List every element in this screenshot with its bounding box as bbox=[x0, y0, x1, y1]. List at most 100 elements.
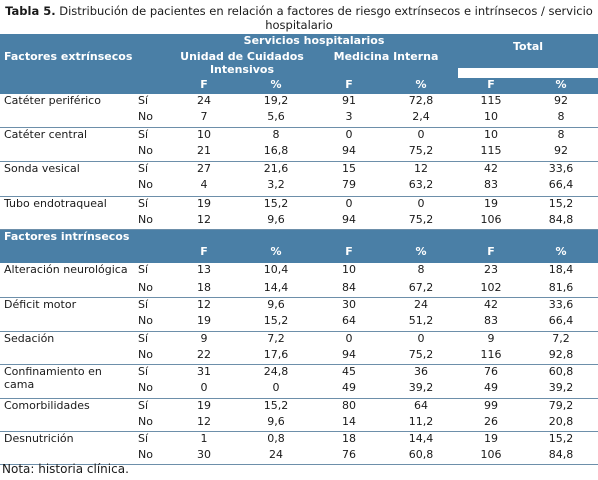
header-mi: Medicina Interna bbox=[314, 50, 459, 78]
table-cell: 12 bbox=[170, 212, 238, 230]
table-cell: 33,6 bbox=[548, 298, 574, 311]
table-cell: 19,2 bbox=[263, 94, 289, 107]
caption-text: Distribución de pacientes en relación a … bbox=[55, 4, 593, 32]
table-row: No 21 16,8 94 75,2 115 92 bbox=[0, 143, 598, 162]
table-cell: 8 bbox=[524, 110, 598, 128]
table-cell: 30 bbox=[342, 298, 356, 311]
table-cell: 26 bbox=[458, 414, 525, 432]
table-cell: 63,2 bbox=[384, 178, 459, 197]
table-cell: 60,8 bbox=[384, 448, 459, 465]
yes-no-label: No bbox=[132, 110, 170, 128]
table-cell: 115 bbox=[458, 143, 525, 162]
table-cell: 49 bbox=[314, 381, 384, 399]
yes-no-label: No bbox=[132, 280, 170, 298]
table-cell: 31 bbox=[197, 365, 211, 378]
yes-no-label: No bbox=[132, 448, 170, 465]
table-cell: 19 bbox=[484, 196, 499, 210]
table-cell: 94 bbox=[314, 212, 384, 230]
table-cell: 106 bbox=[458, 448, 525, 465]
table-cell: 16,8 bbox=[238, 143, 314, 162]
header-f: F bbox=[170, 78, 238, 94]
table-cell: 15,2 bbox=[548, 432, 574, 445]
header-spacer bbox=[0, 78, 170, 94]
table-row: Confinamiento en cama Sí 31 24,8 45 36 76 60,8 bbox=[0, 364, 598, 399]
table-cell: 0 bbox=[417, 127, 425, 141]
table-row: Comorbilidades Sí 19 15,2 80 64 99 79,2 bbox=[0, 398, 598, 432]
table-cell: 42 bbox=[484, 162, 499, 175]
table-cell: 75,2 bbox=[384, 143, 459, 162]
table-cell: 92,8 bbox=[524, 347, 598, 365]
table-cell: 115 bbox=[480, 94, 502, 107]
factor-label: Tubo endotraqueal bbox=[0, 196, 132, 230]
table-cell: 7 bbox=[170, 110, 238, 128]
yes-no-label: Sí bbox=[138, 162, 149, 175]
table-cell: 21 bbox=[170, 143, 238, 162]
table-cell: 19 bbox=[484, 432, 499, 445]
table-cell: 10 bbox=[197, 127, 211, 141]
yes-no-label: No bbox=[132, 178, 170, 197]
table-cell: 0 bbox=[345, 196, 353, 210]
table-cell: 24 bbox=[414, 298, 429, 311]
yes-no-label: No bbox=[132, 314, 170, 332]
table-cell: 10,4 bbox=[263, 262, 289, 276]
header-pct: % bbox=[384, 244, 459, 263]
table-row: No 4 3,2 79 63,2 83 66,4 bbox=[0, 178, 598, 197]
yes-no-label: No bbox=[132, 381, 170, 399]
table-cell: 79 bbox=[314, 178, 384, 197]
table-cell: 67,2 bbox=[384, 280, 459, 298]
table-row: Tubo endotraqueal Sí 19 15,2 0 0 19 15,2 bbox=[0, 196, 598, 230]
table-cell: 8 bbox=[557, 127, 565, 141]
table-cell: 76 bbox=[484, 365, 499, 378]
yes-no-label: No bbox=[132, 347, 170, 365]
table-cell: 30 bbox=[170, 448, 238, 465]
table-note: Nota: historia clínica. bbox=[2, 462, 129, 476]
table-cell: 15,2 bbox=[263, 398, 289, 412]
table-cell: 17,6 bbox=[238, 347, 314, 365]
header-pct: % bbox=[238, 78, 314, 94]
table-cell: 45 bbox=[342, 365, 356, 378]
factor-label: Desnutrición bbox=[0, 431, 132, 465]
table-cell: 0 bbox=[417, 196, 425, 210]
table-cell: 92 bbox=[554, 94, 569, 107]
table-cell: 94 bbox=[314, 143, 384, 162]
header-pct: % bbox=[524, 244, 598, 263]
intrinsic-header-row: Factores intrínsecos bbox=[0, 229, 598, 245]
table-cell: 3 bbox=[314, 110, 384, 128]
table-cell: 0 bbox=[345, 127, 353, 141]
table-cell: 3,2 bbox=[238, 178, 314, 197]
table-row: Sedación Sí 9 7,2 0 0 9 7,2 bbox=[0, 331, 598, 365]
table-cell: 76 bbox=[314, 448, 384, 465]
table-caption: Tabla 5. Distribución de pacientes en re… bbox=[0, 4, 598, 32]
header-uci: Unidad de Cuidados Intensivos bbox=[170, 50, 314, 78]
table-cell: 18,4 bbox=[548, 262, 574, 276]
table-cell: 18 bbox=[170, 280, 238, 298]
table-cell: 7,2 bbox=[552, 331, 570, 345]
table-row: No 18 14,4 84 67,2 102 81,6 bbox=[0, 280, 598, 298]
yes-no-label: Sí bbox=[138, 196, 149, 210]
table-cell: 83 bbox=[458, 314, 525, 332]
factor-label: Sonda vesical bbox=[0, 161, 132, 197]
table-cell: 8 bbox=[417, 262, 425, 276]
table-cell: 60,8 bbox=[548, 365, 574, 378]
table-cell: 20,8 bbox=[524, 414, 598, 432]
table-cell: 64 bbox=[314, 314, 384, 332]
yes-no-label: Sí bbox=[138, 432, 149, 445]
table-row: Catéter periférico Sí 24 19,2 91 72,8 115 92 bbox=[0, 94, 598, 128]
yes-no-label: No bbox=[132, 143, 170, 162]
table-cell: 10 bbox=[458, 110, 525, 128]
table-cell: 11,2 bbox=[384, 414, 459, 432]
table-cell: 23 bbox=[484, 262, 499, 276]
header-group: Servicios hospitalarios bbox=[170, 34, 459, 50]
intrinsic-subheader-row: F% F% F% bbox=[0, 244, 598, 263]
table-cell: 15 bbox=[342, 162, 356, 175]
table-row: Alteración neurológica Sí 13 10,4 10 8 23 18,4 bbox=[0, 262, 598, 298]
header-intrinsic: Factores intrínsecos bbox=[0, 229, 598, 245]
table-row: Sonda vesical Sí 27 21,6 15 12 42 33,6 bbox=[0, 161, 598, 197]
table-cell: 19 bbox=[197, 398, 211, 412]
header-f: F bbox=[314, 244, 384, 263]
table-cell: 39,2 bbox=[524, 381, 598, 399]
table-cell: 9,6 bbox=[238, 414, 314, 432]
yes-no-label: Sí bbox=[138, 127, 149, 141]
factor-label: Déficit motor bbox=[0, 297, 132, 332]
table-cell: 10 bbox=[484, 127, 499, 141]
